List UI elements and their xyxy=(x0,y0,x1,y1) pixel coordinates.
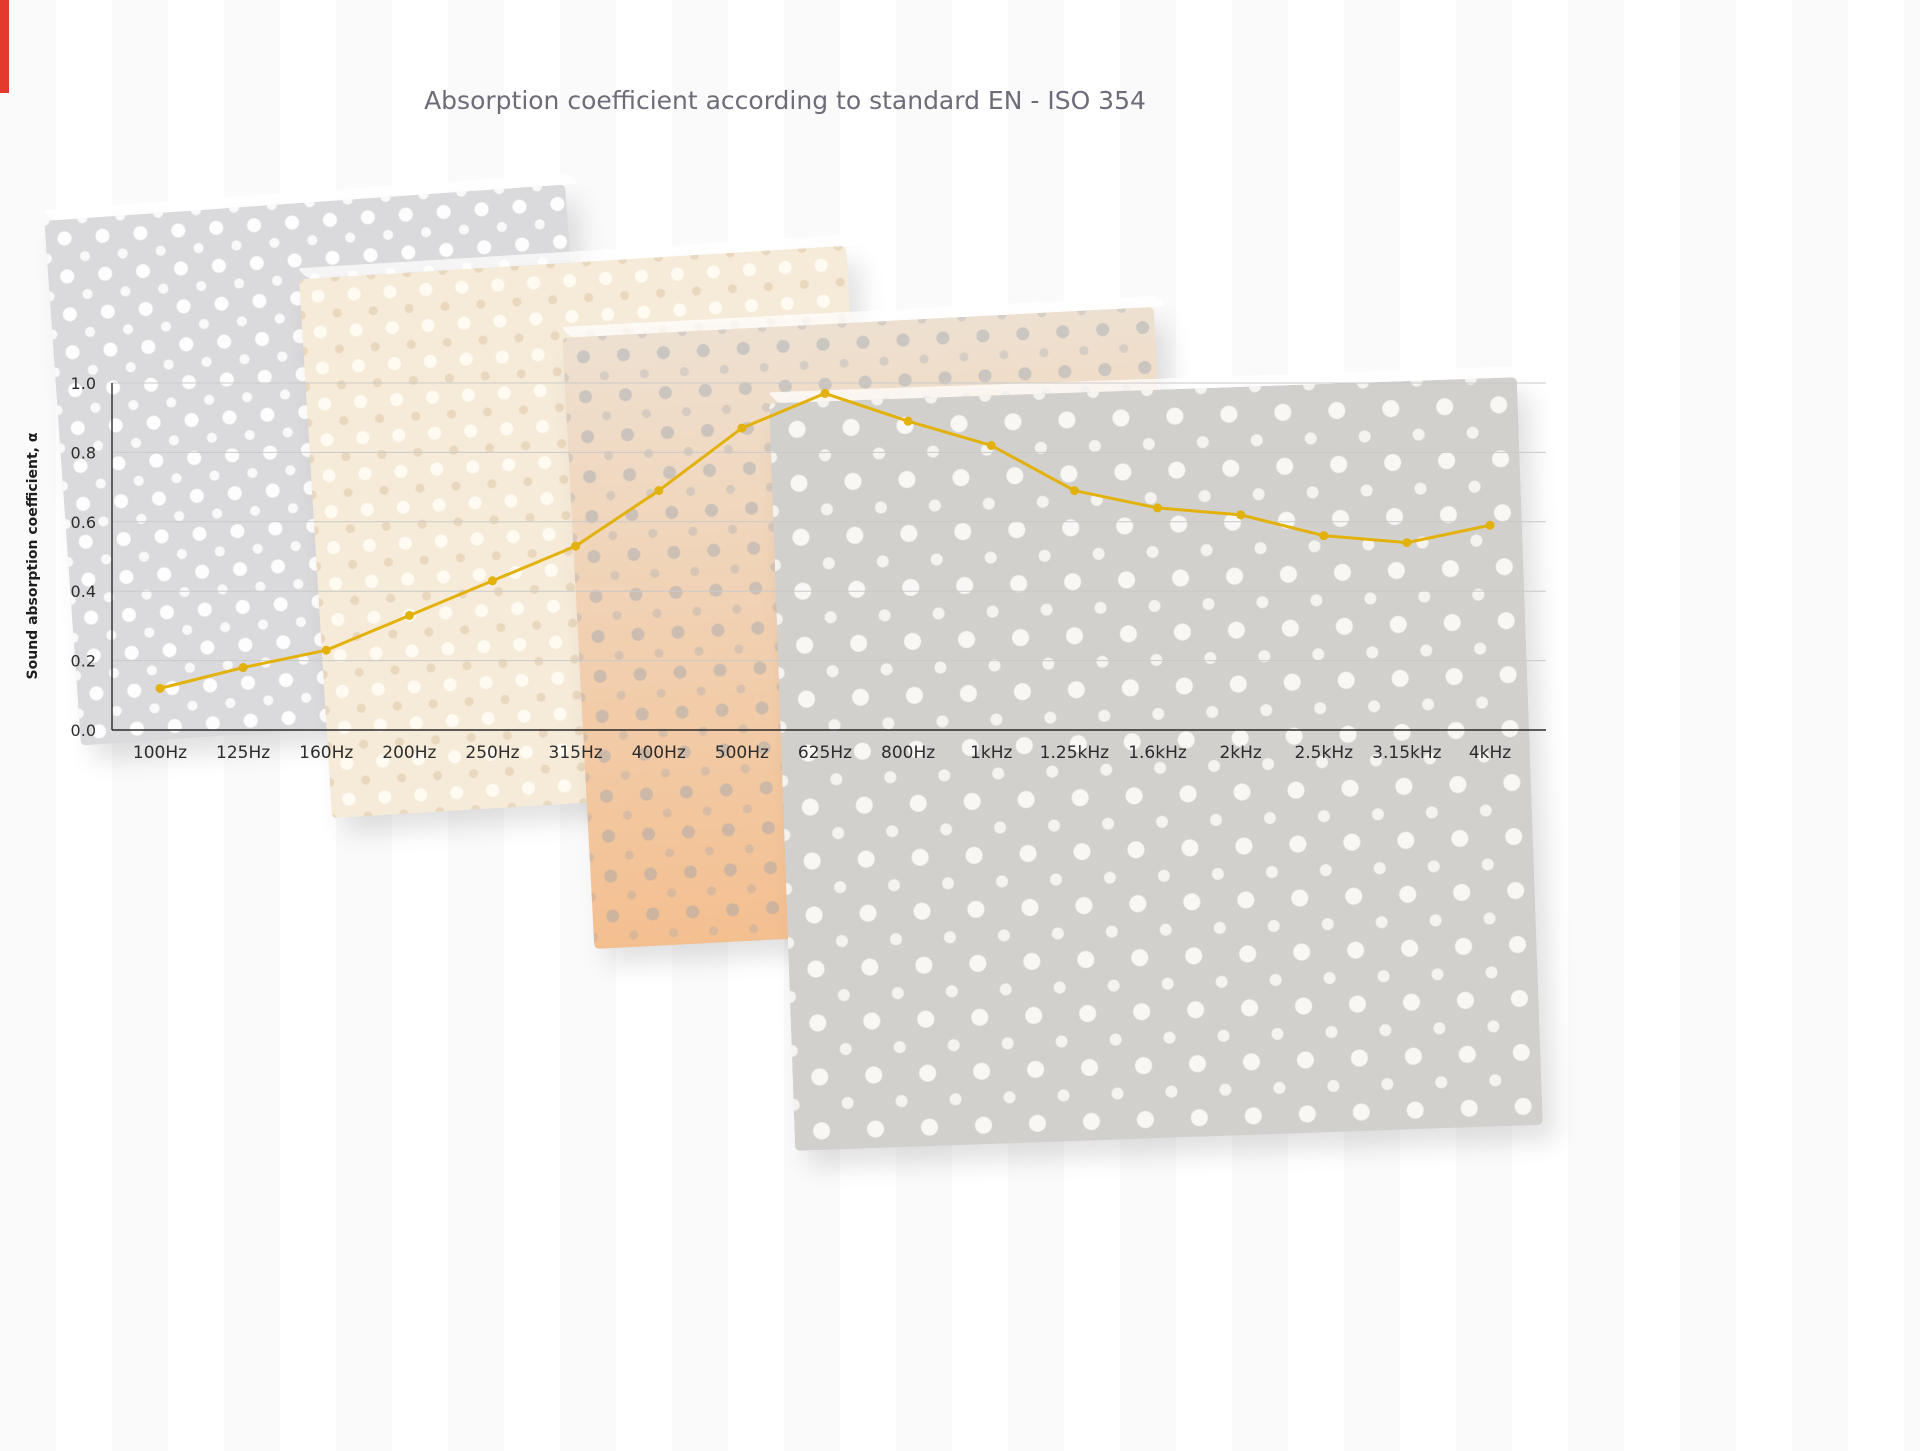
x-tick-label: 200Hz xyxy=(382,743,436,763)
x-tick-label: 4kHz xyxy=(1469,743,1511,763)
x-tick-label: 400Hz xyxy=(632,743,686,763)
x-tick-label: 1kHz xyxy=(970,743,1012,763)
data-point-marker xyxy=(571,541,581,551)
y-tick-label: 1.0 xyxy=(71,374,96,393)
x-tick-label: 125Hz xyxy=(216,743,270,763)
data-point-marker xyxy=(238,663,248,673)
data-point-marker xyxy=(1153,503,1162,513)
data-point-marker xyxy=(1236,510,1246,520)
y-tick-label: 0.8 xyxy=(71,443,96,462)
data-point-marker xyxy=(737,423,747,433)
data-point-marker xyxy=(488,576,497,586)
y-tick-label: 0.6 xyxy=(71,513,96,532)
red-edge-strip xyxy=(0,0,9,93)
x-tick-label: 3.15kHz xyxy=(1372,743,1441,763)
absorption-coefficient-line xyxy=(158,391,1492,690)
y-tick-label: 0.2 xyxy=(71,652,96,671)
data-point-marker xyxy=(404,610,414,620)
x-tick-label: 1.6kHz xyxy=(1128,743,1187,763)
y-axis-title: Sound absorption coefficient, α xyxy=(25,432,41,680)
data-point-marker xyxy=(654,486,664,496)
data-point-marker xyxy=(321,645,331,655)
chart-title: Absorption coefficient according to stan… xyxy=(424,86,1146,115)
x-tick-label: 800Hz xyxy=(881,743,935,763)
data-point-marker xyxy=(986,440,996,450)
y-tick-label: 0.0 xyxy=(71,721,96,740)
data-point-marker xyxy=(1402,538,1412,548)
x-tick-label: 2kHz xyxy=(1219,743,1261,763)
x-tick-label: 2.5kHz xyxy=(1294,743,1353,763)
x-tick-label: 315Hz xyxy=(549,743,603,763)
x-tick-label: 1.25kHz xyxy=(1040,743,1109,763)
x-tick-label: 250Hz xyxy=(465,743,519,763)
x-tick-label: 160Hz xyxy=(299,743,353,763)
data-point-marker xyxy=(1069,486,1079,496)
y-tick-label: 0.4 xyxy=(71,582,96,601)
data-point-marker xyxy=(1319,531,1329,541)
data-point-marker xyxy=(155,683,165,693)
x-tick-label: 100Hz xyxy=(133,743,187,763)
x-tick-label: 625Hz xyxy=(798,743,852,763)
x-tick-label: 500Hz xyxy=(715,743,769,763)
data-point-marker xyxy=(903,416,913,426)
data-point-marker xyxy=(820,388,830,398)
data-point-marker xyxy=(1485,520,1495,530)
